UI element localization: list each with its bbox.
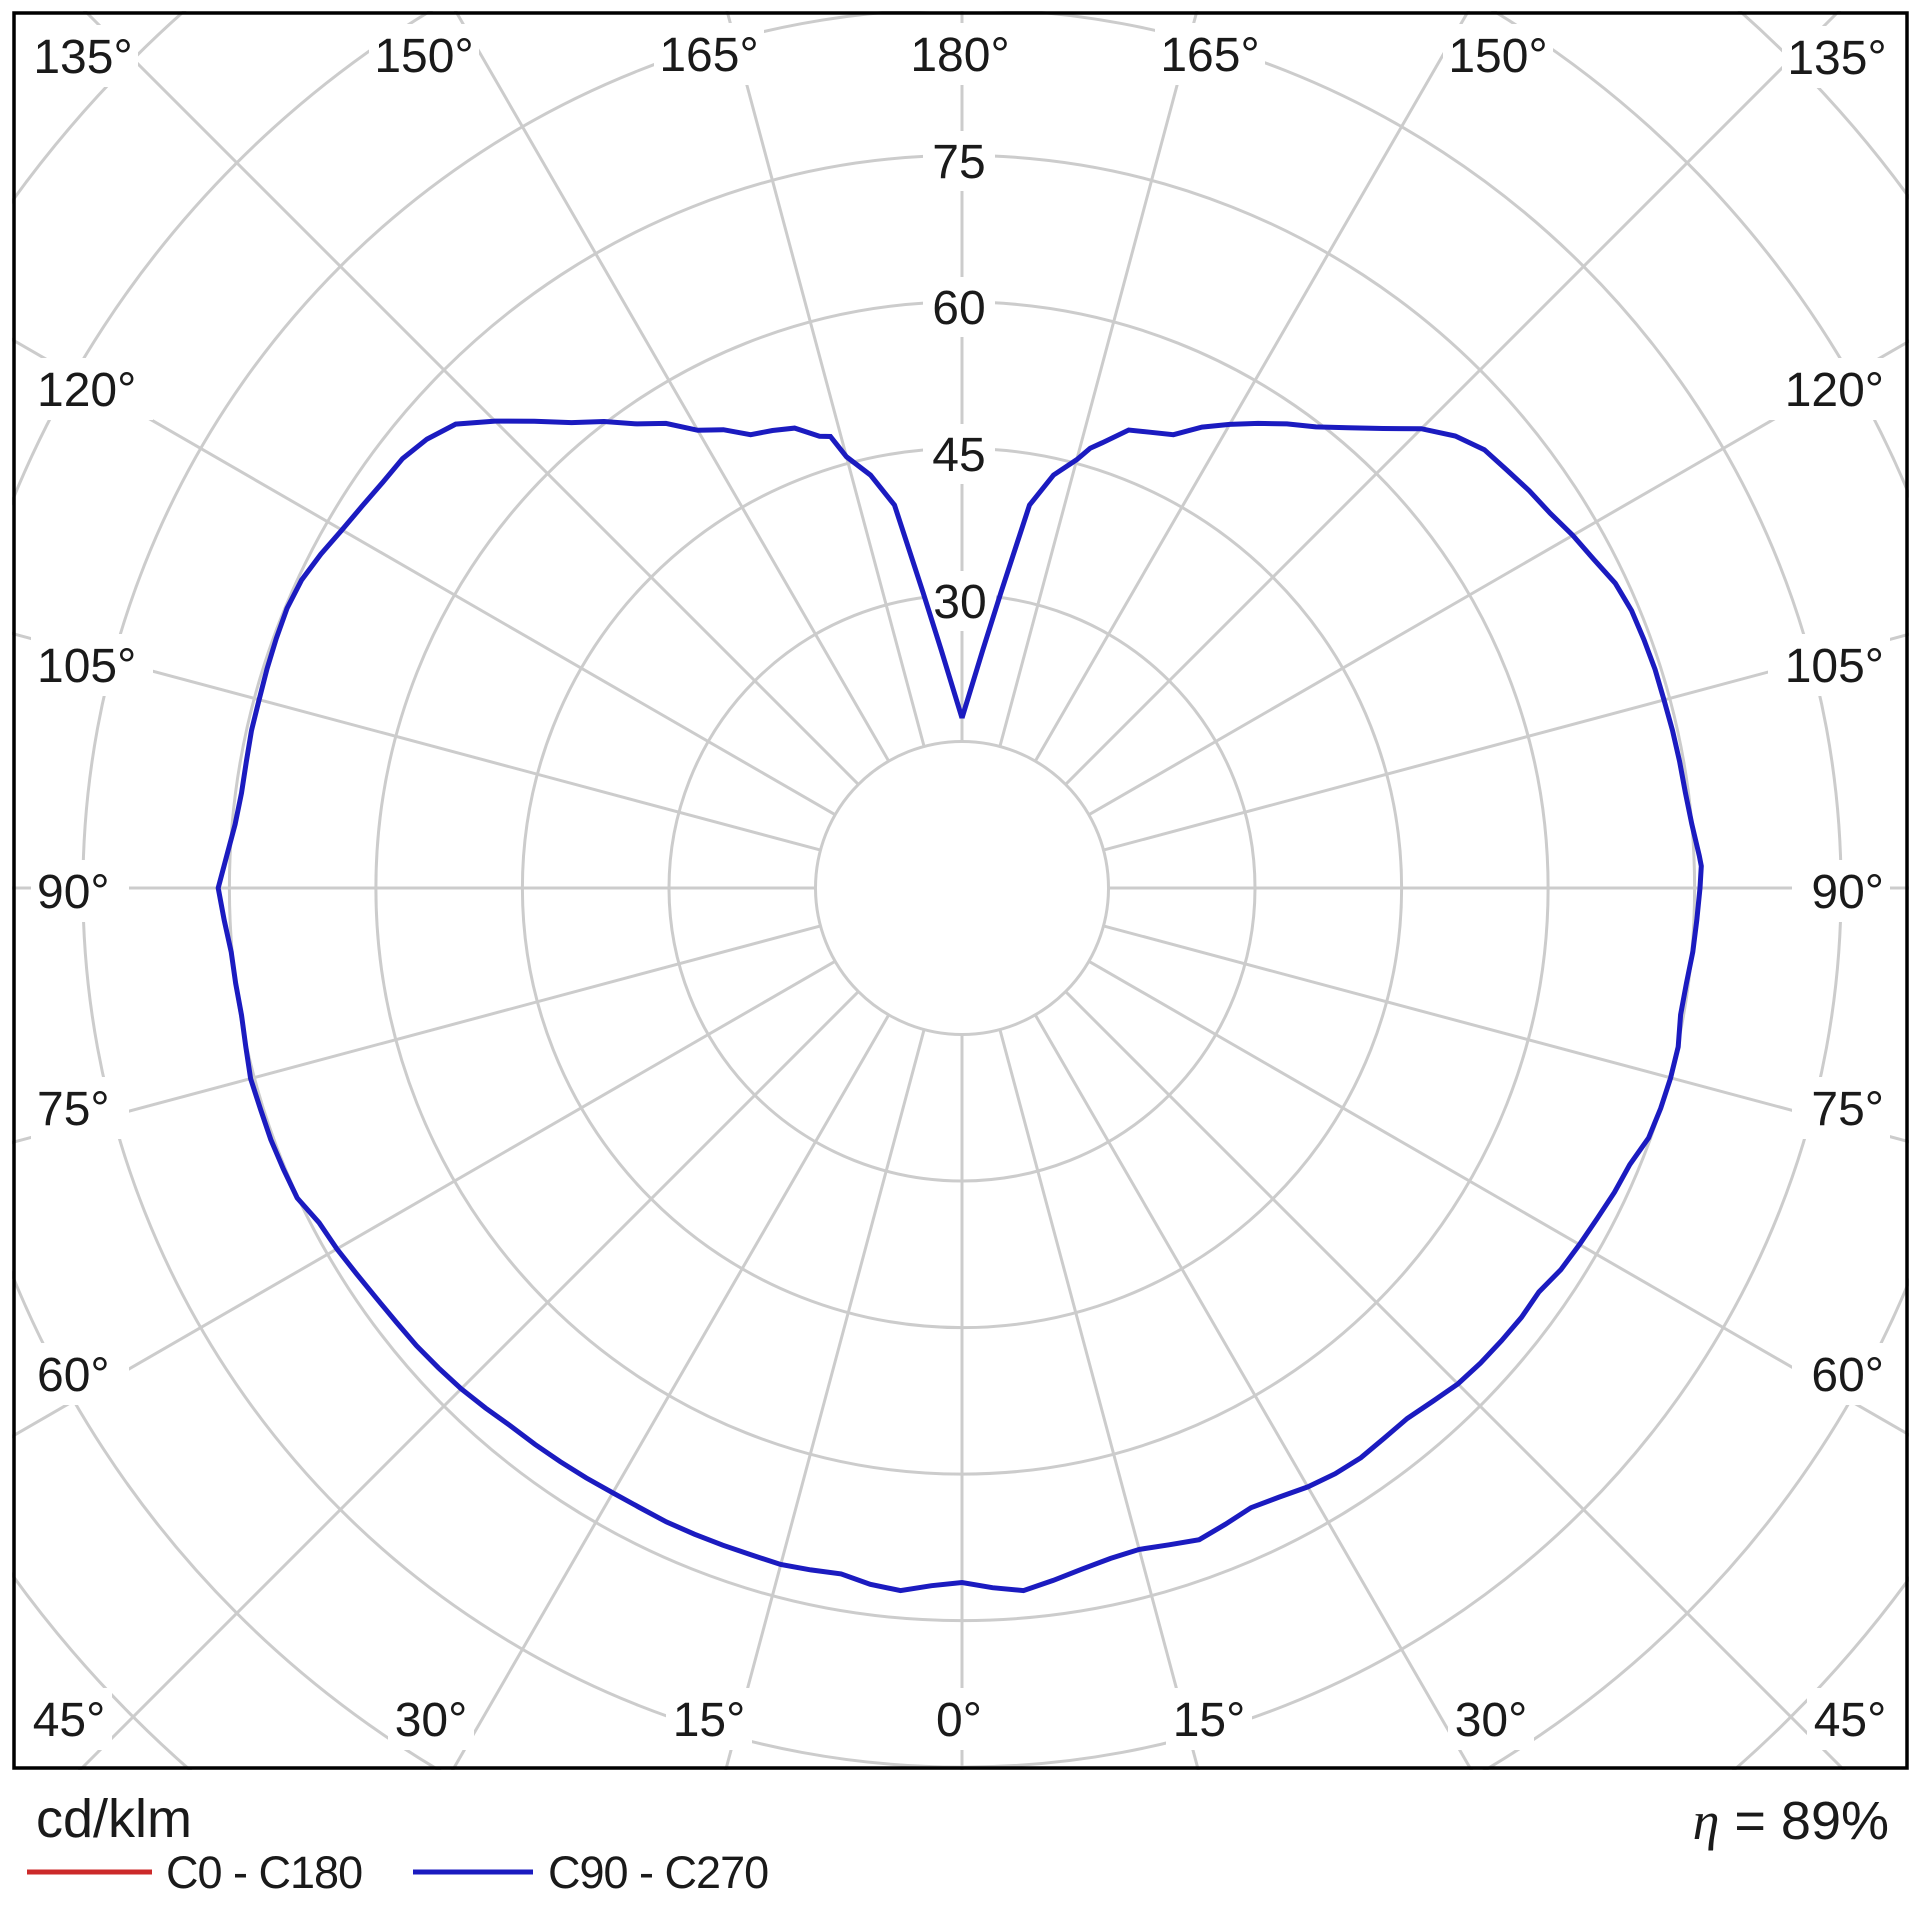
svg-text:120°: 120° (37, 364, 136, 417)
svg-text:60°: 60° (37, 1349, 110, 1402)
svg-text:C0 - C180: C0 - C180 (166, 1847, 362, 1898)
svg-text:105°: 105° (1785, 640, 1884, 693)
svg-text:75: 75 (932, 136, 985, 189)
svg-text:30: 30 (933, 576, 986, 629)
svg-text:120°: 120° (1785, 364, 1884, 417)
svg-text:60: 60 (932, 282, 985, 335)
svg-text:150°: 150° (374, 30, 473, 83)
svg-text:15°: 15° (1173, 1694, 1246, 1747)
svg-text:150°: 150° (1448, 30, 1547, 83)
svg-text:180°: 180° (910, 29, 1009, 82)
svg-text:90°: 90° (37, 866, 110, 919)
svg-text:165°: 165° (1160, 29, 1259, 82)
svg-text:η = 89%: η = 89% (1693, 1791, 1889, 1851)
svg-text:45°: 45° (33, 1694, 106, 1747)
svg-text:45: 45 (932, 429, 985, 482)
svg-text:165°: 165° (659, 29, 758, 82)
svg-text:60°: 60° (1811, 1349, 1884, 1402)
svg-text:75°: 75° (37, 1083, 110, 1136)
svg-text:135°: 135° (33, 31, 132, 84)
svg-text:75°: 75° (1811, 1083, 1884, 1136)
svg-text:C90 - C270: C90 - C270 (548, 1847, 768, 1898)
svg-text:15°: 15° (673, 1694, 746, 1747)
svg-text:0°: 0° (936, 1694, 982, 1747)
svg-text:90°: 90° (1811, 866, 1884, 919)
svg-text:30°: 30° (395, 1694, 468, 1747)
svg-text:30°: 30° (1455, 1694, 1528, 1747)
svg-text:135°: 135° (1787, 32, 1886, 85)
svg-text:105°: 105° (37, 640, 136, 693)
svg-text:cd/klm: cd/klm (36, 1789, 192, 1849)
svg-text:45°: 45° (1814, 1694, 1887, 1747)
